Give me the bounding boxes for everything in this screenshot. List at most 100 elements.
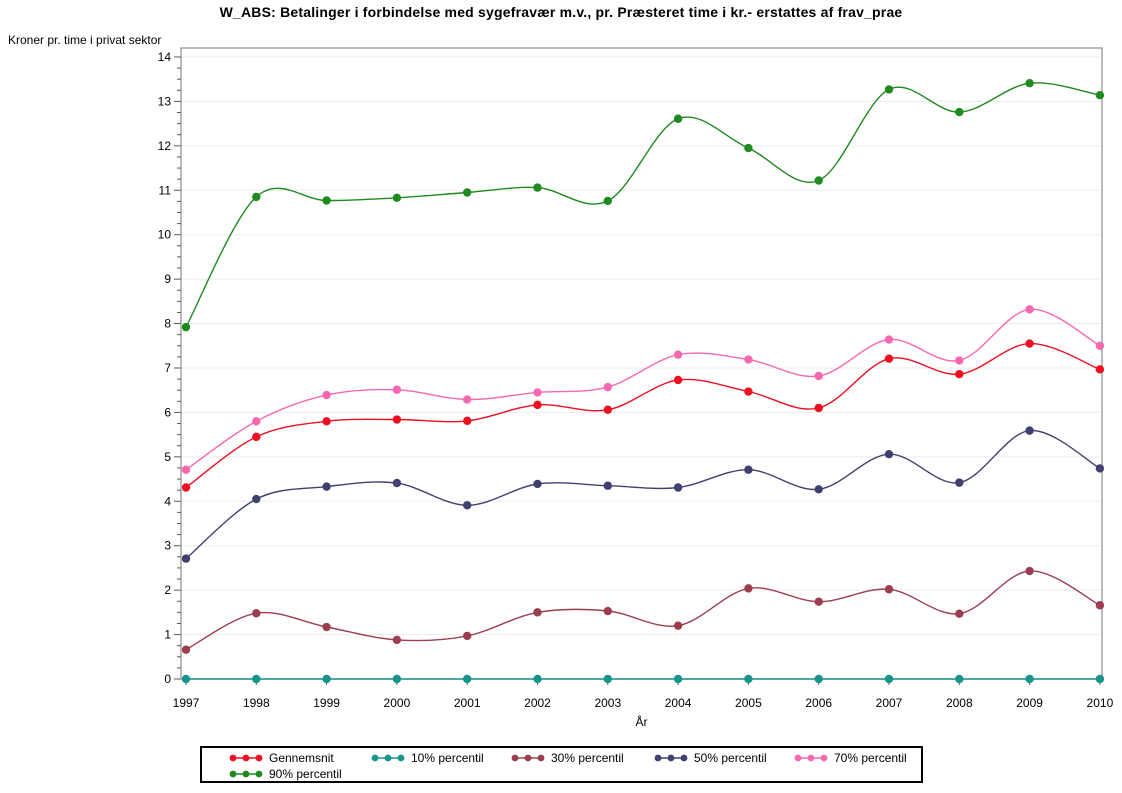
series-point: [1095, 601, 1105, 610]
series-point: [322, 674, 331, 684]
series-gennemsnit: [181, 339, 1105, 492]
x-axis-tick-label: 2005: [735, 696, 762, 710]
series-point: [673, 621, 683, 630]
series-point: [955, 370, 964, 379]
y-axis-tick-label: 13: [158, 94, 172, 108]
series-point: [533, 608, 542, 617]
series-point: [744, 143, 753, 153]
legend-line-marker-icon: [371, 754, 405, 761]
x-axis-tick-label: 2004: [665, 696, 692, 710]
series-point: [955, 609, 964, 618]
y-axis-tick-label: 9: [164, 272, 171, 286]
chart-legend: Gennemsnit 10% percentil 30% percentil 50% …: [200, 746, 923, 783]
series-point: [814, 674, 823, 684]
x-axis-tick-label: 1998: [243, 696, 270, 710]
series-point: [463, 631, 472, 641]
series-point: [673, 483, 683, 492]
series-50-percentil: [181, 426, 1105, 563]
series-point: [181, 554, 191, 563]
legend-entry: 10% percentil: [370, 749, 484, 766]
x-axis-tick-label: 2002: [524, 696, 551, 710]
series-point: [1095, 341, 1105, 350]
legend-entry: 90% percentil: [228, 765, 342, 782]
x-axis-tick-label: 2008: [946, 696, 973, 710]
series-point: [603, 405, 612, 414]
series-point: [322, 390, 331, 400]
series-point: [1025, 674, 1034, 684]
series-point: [322, 622, 331, 632]
series-point: [181, 674, 191, 684]
plot-frame: [180, 47, 1103, 680]
series-point: [814, 597, 823, 606]
series-point: [603, 606, 612, 616]
y-axis-tick-label: 7: [164, 361, 171, 375]
series-70-percentil: [181, 305, 1105, 474]
series-line: [185, 342, 1101, 489]
series-point: [463, 416, 472, 426]
y-axis-title: Kroner pr. time i privat sektor: [8, 33, 162, 47]
y-axis-tick-label: 0: [164, 672, 171, 686]
y-axis-tick-label: 14: [158, 50, 172, 64]
y-axis-tick-label: 6: [164, 405, 171, 419]
series-point: [884, 449, 894, 459]
legend-line-marker-icon: [229, 770, 263, 777]
y-axis-tick-label: 2: [164, 583, 171, 597]
x-axis-tick-label: 2003: [594, 696, 621, 710]
legend-label: 90% percentil: [269, 766, 342, 781]
series-point: [955, 356, 964, 365]
y-axis-tick-label: 8: [164, 317, 171, 331]
legend-entry: 30% percentil: [510, 749, 624, 766]
series-point: [392, 415, 402, 424]
series-point: [1095, 90, 1105, 100]
series-point: [392, 635, 402, 645]
legend-entry: 50% percentil: [653, 749, 767, 766]
series-point: [392, 674, 402, 684]
series-line: [185, 82, 1101, 328]
y-axis-tick-label: 3: [164, 539, 171, 553]
series-point: [814, 371, 823, 381]
series-point: [884, 674, 894, 684]
series-point: [603, 674, 612, 684]
y-axis-tick-label: 11: [159, 183, 172, 197]
series-line: [185, 308, 1101, 471]
series-point: [252, 432, 261, 442]
series-point: [744, 674, 753, 684]
series-point: [1025, 78, 1034, 88]
series-point: [252, 192, 261, 202]
legend-line-marker-icon: [654, 754, 688, 761]
x-axis-tick-label: 2007: [876, 696, 903, 710]
series-point: [1095, 674, 1105, 684]
legend-label: 30% percentil: [551, 750, 624, 765]
series-point: [533, 674, 542, 684]
series-point: [181, 483, 191, 492]
series-point: [463, 501, 472, 510]
series-point: [955, 478, 964, 487]
series-point: [181, 465, 191, 474]
series-point: [955, 674, 964, 684]
series-point: [181, 322, 191, 332]
legend-line-marker-icon: [794, 754, 828, 761]
series-point: [463, 674, 472, 684]
x-axis-tick-label: 2001: [454, 696, 481, 710]
legend-line-marker-icon: [229, 754, 263, 761]
series-point: [884, 85, 894, 94]
series-point: [392, 385, 402, 394]
chart-title: W_ABS: Betalinger i forbindelse med syge…: [219, 4, 903, 20]
series-point: [1025, 305, 1034, 314]
series-30-percentil: [181, 566, 1105, 654]
series-point: [1025, 339, 1034, 348]
series-10-percentil: [181, 674, 1105, 684]
series-point: [744, 355, 753, 364]
series-point: [884, 335, 894, 344]
series-point: [603, 196, 612, 206]
legend-line-marker-icon: [511, 754, 545, 761]
series-point: [673, 375, 683, 385]
series-point: [252, 417, 261, 426]
series-point: [1025, 566, 1034, 576]
x-axis-tick-label: 2000: [384, 696, 411, 710]
series-point: [252, 609, 261, 618]
series-point: [814, 485, 823, 494]
y-axis-tick-label: 1: [164, 628, 171, 642]
series-point: [463, 188, 472, 197]
